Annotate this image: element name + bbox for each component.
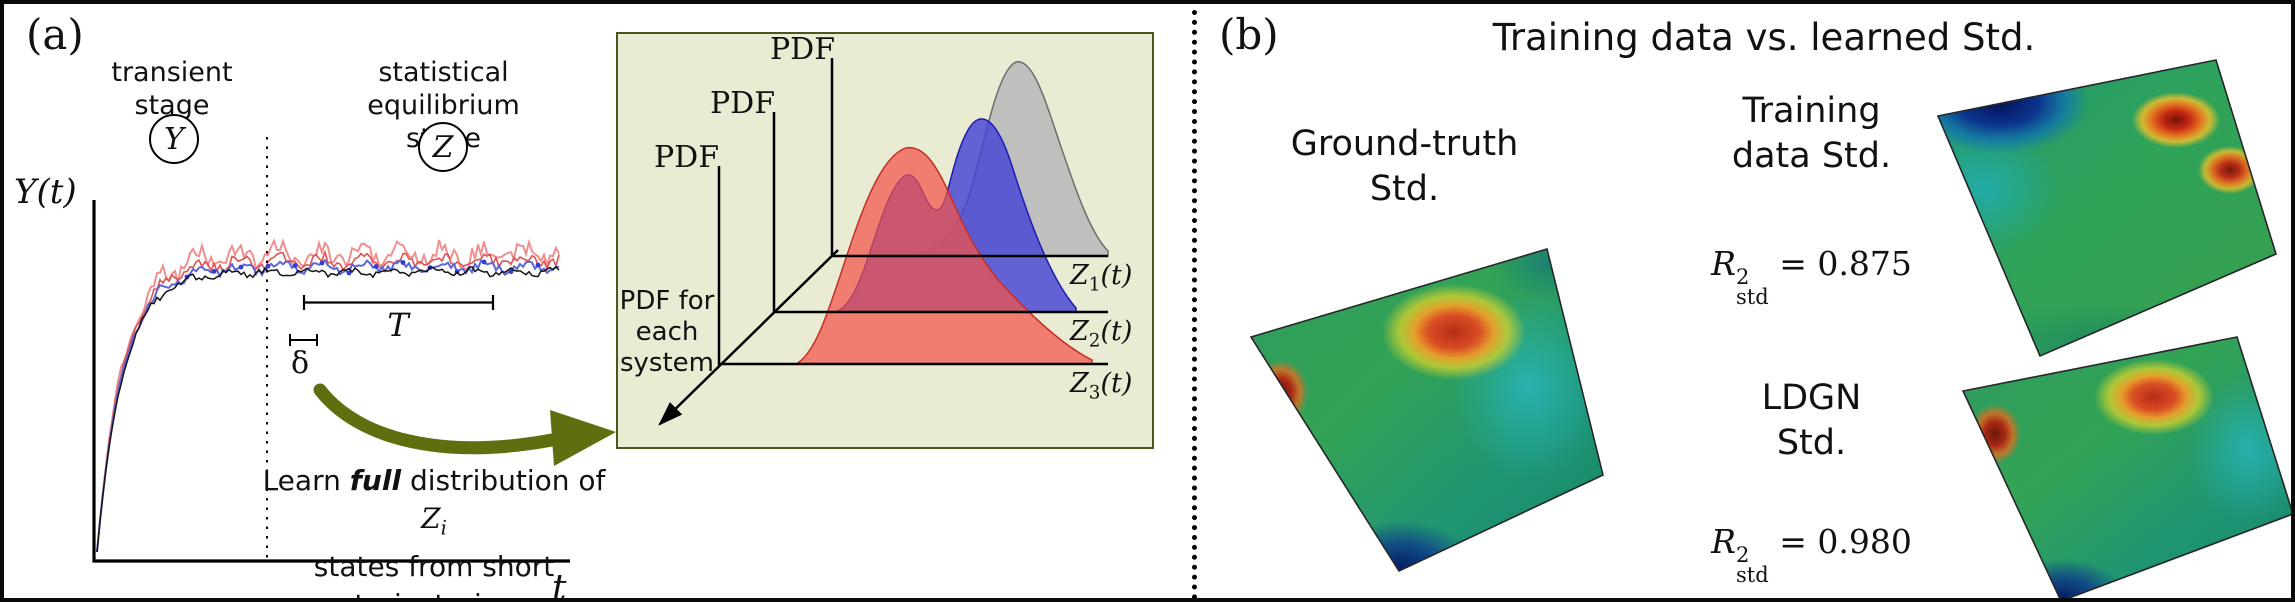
flow-arrow-head [550,410,616,466]
learn-caption-line2: states from short trajectories [313,549,555,598]
training-data-label: Training data Std. [1731,91,1892,176]
ground-truth-std-image [1249,247,1604,573]
r2-ldgn-value: R 2 std = 0.980 [1711,522,1912,587]
panel-b-label: (b) [1219,10,1279,59]
panel-a-label: (a) [26,10,84,59]
pdf-label-3: PDF [654,140,720,175]
delta-interval-bracket [289,334,318,346]
training-data-std-image [1936,59,2277,358]
y-axis-label: Y(t) [14,172,77,212]
z1-axis-label: Z1(t) [1070,260,1133,296]
panel-separator [1192,10,1197,598]
transient-stage-label: transient stage [111,57,233,121]
z3-axis-label: Z3(t) [1070,368,1133,404]
equilibrium-set-symbol: Z [418,122,468,172]
ldgn-std-image [1961,336,2291,598]
flow-arrow [313,383,559,455]
ground-truth-label: Ground-truth Std. [1290,124,1519,209]
panel-b-title: Training data vs. learned Std. [1492,16,2036,59]
pdf-label-1: PDF [770,32,836,67]
ldgn-label: LDGN Std. [1761,378,1862,463]
t-bracket-label: T [387,306,409,344]
delta-bracket-label: δ [291,346,310,381]
pdf-for-each-system-label: PDF for each system [619,286,715,378]
transient-set-symbol: Y [149,114,199,164]
equilibrium-stage-label: statistical equilibrium stage [367,57,520,154]
x-axis-label: t [552,568,567,602]
learn-caption-line1: Learn full distribution of Zi [262,464,606,540]
learn-caption: Learn full distribution of Zi states fro… [249,462,619,598]
r2-training-value: R 2 std = 0.875 [1711,244,1912,309]
z2-axis-label: Z2(t) [1070,316,1133,352]
pdf-label-2: PDF [710,86,776,121]
